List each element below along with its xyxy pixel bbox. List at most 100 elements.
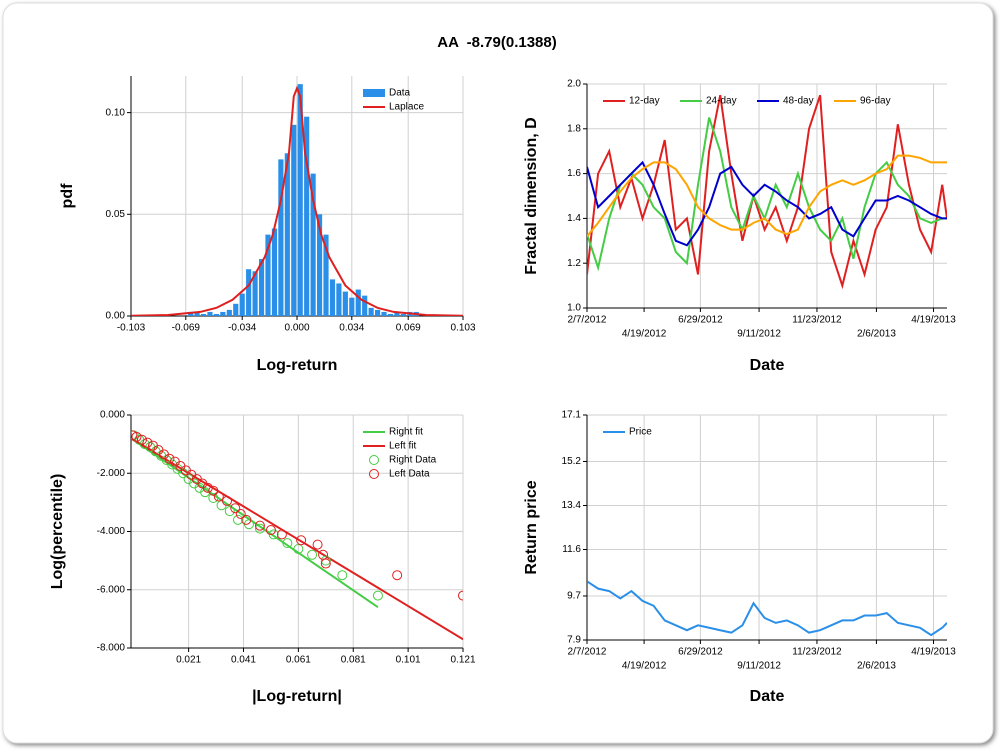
legend-label: Left Data [389, 469, 430, 480]
series-line [587, 580, 947, 637]
card [2, 2, 994, 744]
x-tick-label: 0.081 [341, 655, 366, 666]
bar [258, 259, 265, 316]
bar [329, 279, 336, 316]
point [392, 570, 403, 581]
legend-label: Laplace [389, 102, 424, 113]
x-tick-label: 0.034 [339, 323, 364, 334]
y-axis-title: Log(percentile) [49, 474, 66, 590]
page-title: AA -8.79(0.1388) [437, 34, 557, 51]
legend-swatch [369, 469, 379, 479]
point [312, 539, 323, 550]
legend-label: Data [389, 88, 411, 99]
point [142, 437, 153, 448]
x-tick-label: -0.103 [117, 323, 146, 334]
x-tick-label: 2/7/2012 [568, 315, 607, 326]
x-tick-label: 2/6/2013 [857, 661, 896, 672]
y-tick-label: 17.1 [562, 410, 582, 421]
point [230, 503, 241, 514]
point [213, 491, 224, 502]
series-line [587, 94, 947, 290]
bar [220, 311, 226, 316]
point [222, 495, 233, 506]
x-tick-label: 4/19/2013 [911, 647, 956, 658]
legend-label: Right fit [389, 427, 423, 438]
y-tick-label: 0.05 [106, 209, 126, 220]
x-tick-label: 9/11/2012 [737, 661, 781, 672]
y-tick-label: -8.000 [97, 643, 126, 654]
bar [213, 313, 219, 316]
y-axis-title: pdf [59, 183, 76, 209]
panel: 1.0 1.2 1.4 1.6 1.8 2.0 2/7/2012 4/19/2012 6/29/… [523, 79, 956, 375]
plot-area [587, 580, 947, 637]
legend-swatch [369, 455, 379, 465]
panel: 7.9 9.7 11.6 13.4 15.2 17.1 2/7/2012 4/19/2012 6… [523, 410, 956, 706]
y-tick-label: 13.4 [562, 500, 582, 511]
series-line [587, 117, 947, 272]
point [458, 590, 463, 601]
bar [252, 271, 258, 316]
y-tick-label: 11.6 [562, 544, 581, 555]
x-tick-label: 2/7/2012 [568, 647, 607, 658]
point [276, 529, 287, 540]
bar [375, 309, 381, 316]
point [282, 538, 293, 549]
plot-area [587, 94, 947, 290]
x-tick-label: 4/19/2013 [911, 315, 956, 326]
x-tick-label: 0.101 [396, 655, 421, 666]
x-tick-label: 2/6/2013 [857, 329, 896, 340]
bar [233, 303, 239, 316]
point [224, 506, 235, 517]
bar [349, 297, 355, 316]
point [233, 514, 244, 525]
point [293, 543, 304, 554]
legend-label: 24-day [706, 96, 737, 107]
x-tick-label: 0.103 [450, 323, 475, 334]
bar [362, 295, 368, 316]
legend-label: Right Data [389, 455, 437, 466]
point [202, 482, 213, 493]
point [131, 431, 142, 442]
legend-label: Price [629, 427, 652, 438]
bar [284, 153, 290, 316]
x-tick-label: -0.034 [228, 323, 257, 334]
bar [188, 311, 194, 316]
point [208, 485, 219, 496]
bar [355, 289, 361, 316]
x-tick-label: 0.069 [396, 323, 421, 334]
series-line [587, 160, 947, 247]
y-tick-label: 1.6 [567, 168, 581, 179]
point [296, 535, 307, 546]
bar [400, 313, 406, 316]
legend-swatch [363, 89, 385, 97]
plot-area [131, 84, 463, 316]
bar [246, 269, 252, 316]
point [208, 493, 219, 504]
point [318, 549, 329, 560]
x-tick-label: 4/19/2012 [622, 329, 667, 340]
point [131, 430, 138, 441]
point [136, 434, 147, 445]
legend-label: Left fit [389, 441, 416, 452]
y-tick-label: 0.10 [106, 107, 126, 118]
point [241, 514, 252, 525]
y-tick-label: 1.8 [567, 123, 581, 134]
bar [239, 293, 245, 316]
plot-area [131, 430, 463, 641]
point [254, 523, 265, 534]
point [254, 520, 265, 531]
x-tick-label: -0.069 [172, 323, 201, 334]
bar [342, 291, 348, 316]
point [265, 525, 276, 536]
y-axis-title: Fractal dimension, D [523, 117, 540, 274]
y-tick-label: 0.00 [106, 311, 126, 322]
y-tick-label: 2.0 [567, 79, 581, 90]
y-tick-label: 7.9 [567, 635, 581, 646]
bar [271, 228, 278, 316]
x-axis-title: Date [750, 357, 785, 374]
point [372, 590, 383, 601]
bar [368, 307, 374, 316]
y-tick-label: 0.000 [100, 410, 125, 421]
y-tick-label: 9.7 [567, 591, 581, 602]
